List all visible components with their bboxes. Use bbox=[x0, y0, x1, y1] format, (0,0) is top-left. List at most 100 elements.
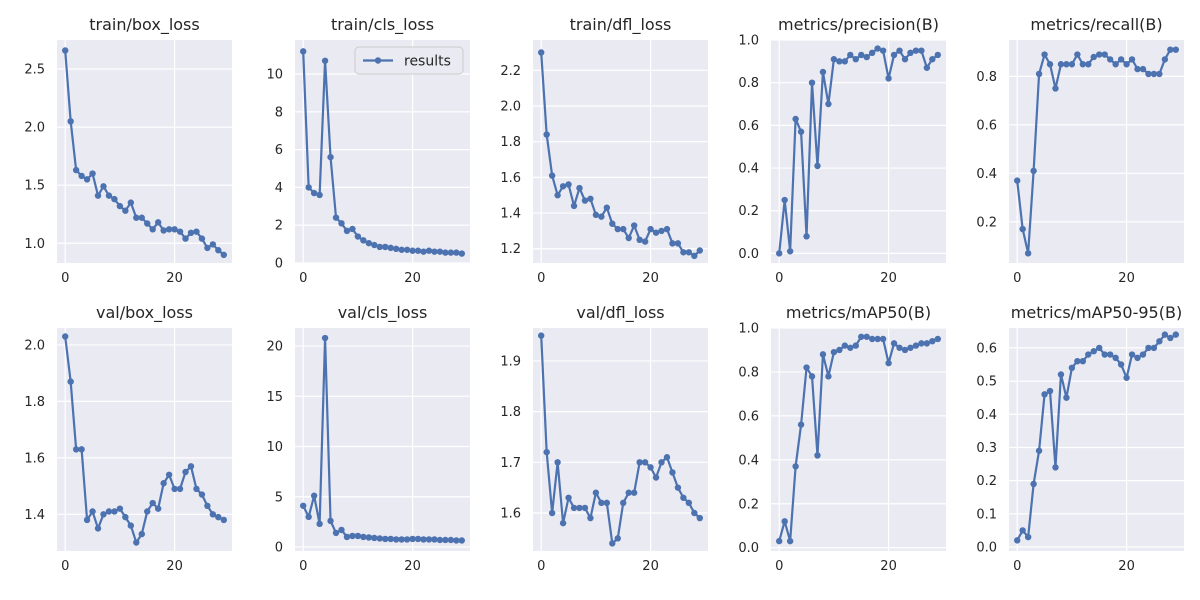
data-point bbox=[868, 335, 876, 343]
legend-label: results bbox=[404, 54, 451, 70]
data-point bbox=[868, 49, 876, 57]
data-point bbox=[669, 240, 676, 247]
data-point bbox=[669, 469, 676, 476]
data-point bbox=[896, 344, 903, 351]
data-point bbox=[1079, 61, 1087, 68]
data-point bbox=[570, 202, 578, 210]
data-point bbox=[122, 513, 129, 521]
data-point bbox=[1139, 351, 1147, 358]
data-point bbox=[398, 536, 405, 543]
data-point bbox=[680, 249, 687, 256]
y-tick-label: 0.0 bbox=[738, 247, 759, 262]
data-point bbox=[1024, 250, 1032, 257]
data-point bbox=[1085, 61, 1092, 68]
data-point bbox=[338, 220, 345, 227]
panel-train-dfl-loss: 0 20 1.2 1.4 1.6 1.8 2.0 2.2 train/dfl_loss bbox=[500, 15, 708, 286]
y-tick-label: 0.8 bbox=[976, 70, 997, 85]
data-point bbox=[187, 463, 195, 470]
x-tick-label: 0 bbox=[775, 559, 783, 574]
y-tick-label: 1.6 bbox=[500, 171, 521, 186]
data-point bbox=[327, 517, 334, 525]
data-point bbox=[576, 504, 583, 512]
panel-metrics-recall-b: 0 20 0.2 0.4 0.6 0.8 metrics/recall(B) bbox=[976, 15, 1184, 286]
y-tick-label: 0.8 bbox=[738, 365, 759, 380]
data-point bbox=[94, 192, 102, 199]
data-point bbox=[1106, 56, 1114, 63]
data-point bbox=[1046, 387, 1054, 395]
data-point bbox=[436, 248, 444, 255]
data-point bbox=[1117, 56, 1125, 63]
data-point bbox=[409, 535, 416, 543]
x-tick-label: 0 bbox=[537, 559, 545, 574]
data-point bbox=[1035, 447, 1043, 454]
y-tick-label: 1.9 bbox=[500, 354, 521, 369]
data-point bbox=[193, 485, 200, 493]
data-point bbox=[1090, 53, 1097, 61]
x-tick-label: 0 bbox=[61, 271, 69, 286]
panel-title: metrics/mAP50(B) bbox=[786, 303, 931, 322]
data-point bbox=[603, 499, 611, 507]
panel-title: train/box_loss bbox=[89, 15, 199, 35]
data-point bbox=[149, 499, 156, 507]
data-point bbox=[349, 532, 356, 540]
panel-val-dfl-loss: 0 20 1.6 1.7 1.8 1.9 val/dfl_loss bbox=[500, 303, 708, 574]
data-point bbox=[1117, 361, 1125, 368]
data-point bbox=[625, 234, 632, 242]
data-point bbox=[209, 511, 217, 518]
data-point bbox=[1167, 334, 1174, 342]
data-point bbox=[111, 508, 118, 515]
data-point bbox=[538, 49, 545, 56]
data-point bbox=[1019, 527, 1026, 534]
y-tick-label: 15 bbox=[266, 390, 283, 405]
data-point bbox=[160, 227, 167, 234]
legend: results bbox=[354, 46, 464, 75]
data-point bbox=[83, 516, 91, 524]
y-tick-label: 1.0 bbox=[738, 34, 759, 49]
data-point bbox=[398, 246, 405, 253]
panel-title: val/cls_loss bbox=[338, 303, 428, 323]
data-point bbox=[215, 247, 222, 254]
data-point bbox=[836, 58, 843, 65]
data-point bbox=[1063, 61, 1070, 68]
x-tick-label: 0 bbox=[537, 271, 545, 286]
data-point bbox=[814, 162, 821, 170]
y-tick-label: 1.4 bbox=[500, 207, 521, 222]
data-point bbox=[453, 537, 460, 544]
data-point bbox=[403, 246, 411, 253]
y-tick-label: 4 bbox=[275, 181, 283, 196]
data-point bbox=[808, 79, 816, 86]
y-tick-label: 20 bbox=[266, 340, 283, 355]
data-point bbox=[923, 340, 931, 347]
data-point bbox=[819, 351, 827, 358]
y-tick-label: 10 bbox=[266, 440, 283, 455]
panel-title: train/dfl_loss bbox=[570, 15, 672, 35]
y-tick-label: 0.6 bbox=[976, 118, 997, 133]
data-point bbox=[554, 459, 561, 466]
data-point bbox=[204, 244, 211, 252]
data-point bbox=[204, 502, 211, 510]
data-point bbox=[901, 56, 909, 63]
data-point bbox=[863, 333, 870, 340]
data-point bbox=[105, 508, 113, 515]
data-point bbox=[1112, 354, 1119, 362]
data-point bbox=[890, 51, 898, 59]
data-point bbox=[825, 373, 832, 380]
data-point bbox=[182, 468, 189, 476]
y-tick-label: 0 bbox=[275, 257, 283, 272]
data-point bbox=[620, 225, 627, 233]
y-tick-label: 0.4 bbox=[976, 167, 997, 182]
x-tick-label: 0 bbox=[299, 271, 307, 286]
plot-area bbox=[57, 40, 232, 263]
data-point bbox=[614, 225, 621, 233]
data-point bbox=[447, 536, 455, 544]
data-point bbox=[149, 226, 156, 233]
data-point bbox=[781, 196, 788, 204]
data-point bbox=[338, 526, 345, 534]
data-point bbox=[100, 511, 107, 518]
data-point bbox=[431, 536, 438, 543]
data-point bbox=[1014, 537, 1021, 544]
data-point bbox=[570, 504, 578, 512]
data-point bbox=[360, 237, 367, 244]
data-point bbox=[863, 53, 870, 61]
data-point bbox=[382, 243, 389, 251]
